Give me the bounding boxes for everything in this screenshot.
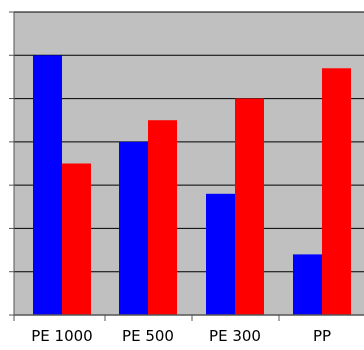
x-tick-label: PE 1000	[31, 327, 92, 345]
bar	[293, 254, 322, 315]
x-axis-labels: PE 1000 PE 500 PE 300 PP	[31, 327, 331, 345]
bar	[148, 120, 177, 315]
y-axis-ticks	[9, 11, 14, 316]
x-tick-label: PP	[313, 327, 331, 345]
bar	[119, 141, 148, 315]
x-axis-ticks	[13, 315, 280, 321]
bar	[62, 163, 91, 315]
x-tick-label: PE 500	[122, 327, 174, 345]
bar	[206, 193, 235, 315]
bar	[235, 98, 264, 315]
x-tick-label: PE 300	[209, 327, 261, 345]
bar	[322, 68, 351, 316]
bars	[33, 55, 351, 316]
bar	[33, 55, 62, 316]
